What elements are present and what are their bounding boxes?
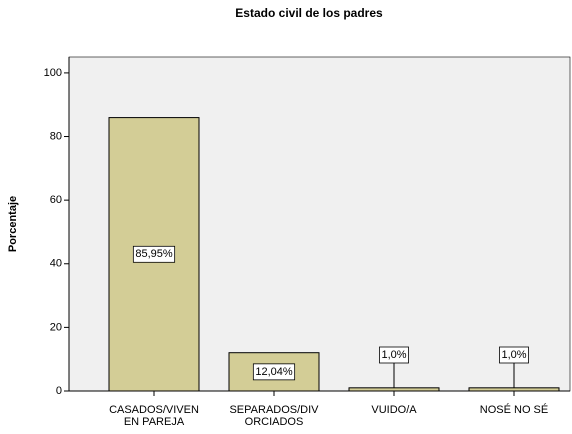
- x-tick-label: ORCIADOS: [245, 416, 304, 428]
- value-label-box: [379, 346, 409, 364]
- x-tick-label: VUIDO/A: [371, 404, 417, 416]
- x-tick-label: NOSÉ NO SÉ: [480, 403, 548, 416]
- bar: [228, 352, 320, 392]
- value-label-box: [499, 346, 529, 364]
- value-label-box: [132, 245, 176, 263]
- y-tick-label: 20: [50, 321, 62, 333]
- value-label: 12,04%: [255, 366, 293, 378]
- value-label-box: [252, 363, 296, 381]
- y-tick-label: 100: [44, 67, 62, 79]
- y-axis-label: Porcentaje: [7, 196, 19, 252]
- value-label: 1,0%: [381, 349, 406, 361]
- y-tick-label: 0: [56, 385, 62, 397]
- x-tick-label: CASADOS/VIVEN: [109, 404, 199, 416]
- chart-title: Estado civil de los padres: [235, 6, 383, 20]
- value-label: 1,0%: [501, 349, 526, 361]
- x-tick-label: EN PAREJA: [124, 416, 185, 428]
- y-tick-label: 80: [50, 130, 62, 142]
- x-tick-label: SEPARADOS/DIV: [229, 404, 319, 416]
- y-tick-label: 40: [50, 258, 62, 270]
- y-tick-label: 60: [50, 194, 62, 206]
- value-label: 85,95%: [135, 248, 173, 260]
